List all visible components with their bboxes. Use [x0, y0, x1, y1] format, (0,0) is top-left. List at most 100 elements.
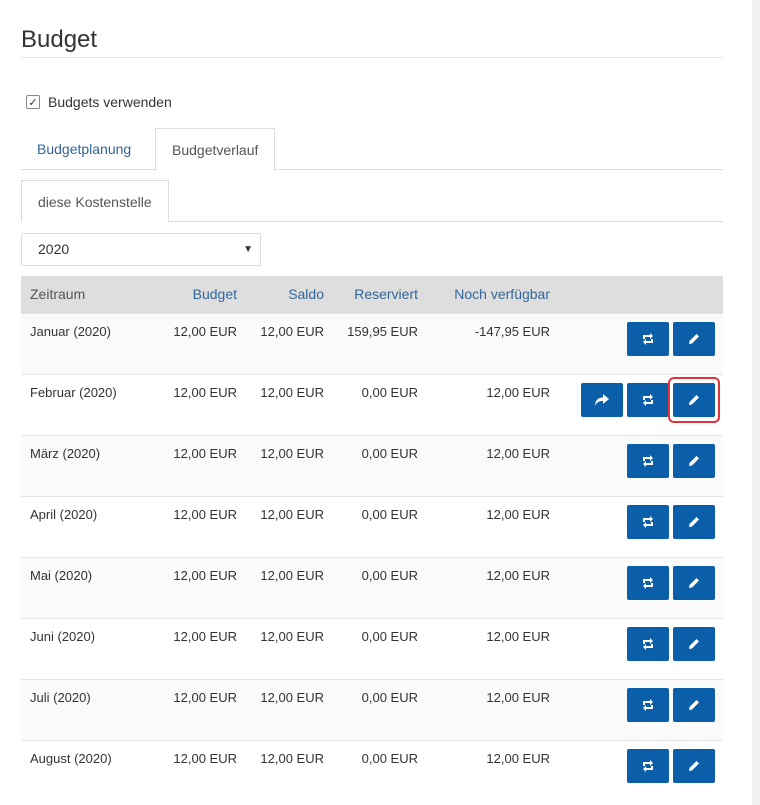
column-header-reserviert[interactable]: Reserviert	[354, 286, 418, 303]
retweet-icon	[641, 576, 655, 589]
reserved-cell: 0,00 EUR	[361, 750, 418, 766]
available-cell: 12,00 EUR	[486, 567, 550, 583]
budget-cell: 12,00 EUR	[173, 506, 237, 522]
row-actions	[550, 740, 723, 801]
reset-button[interactable]	[627, 626, 669, 661]
reserved-cell: 0,00 EUR	[361, 689, 418, 705]
use-budgets-checkbox[interactable]: ✓	[26, 95, 40, 109]
available-cell: 12,00 EUR	[486, 628, 550, 644]
reserved-cell: 0,00 EUR	[361, 445, 418, 461]
table-row: Mai (2020) 12,00 EUR 12,00 EUR 0,00 EUR 12,0…	[21, 557, 723, 618]
reset-button[interactable]	[627, 321, 669, 356]
year-select[interactable]: 2020 ▼	[21, 233, 261, 266]
saldo-cell: 12,00 EUR	[260, 384, 324, 400]
saldo-cell: 12,00 EUR	[260, 567, 324, 583]
edit-button[interactable]	[673, 626, 715, 661]
edit-button[interactable]	[668, 376, 720, 423]
row-actions	[550, 496, 723, 557]
saldo-cell: 12,00 EUR	[260, 750, 324, 766]
available-cell: -147,95 EUR	[474, 323, 550, 339]
page-title: Budget	[21, 0, 723, 58]
pencil-icon	[688, 516, 700, 528]
table-header-row: Zeitraum Budget Saldo Reserviert Noch ve…	[21, 276, 723, 313]
period-cell: August (2020)	[30, 750, 112, 766]
edit-button[interactable]	[673, 748, 715, 783]
row-actions	[550, 679, 723, 740]
available-cell: 12,00 EUR	[486, 689, 550, 705]
row-actions	[550, 374, 723, 435]
reset-button[interactable]	[627, 382, 669, 417]
table-body: Januar (2020) 12,00 EUR 12,00 EUR 159,95 EU…	[21, 313, 723, 801]
saldo-cell: 12,00 EUR	[260, 323, 324, 339]
retweet-icon	[641, 637, 655, 650]
table-row: Juli (2020) 12,00 EUR 12,00 EUR 0,00 EUR 12,…	[21, 679, 723, 740]
pencil-icon	[688, 455, 700, 467]
budget-cell: 12,00 EUR	[173, 384, 237, 400]
retweet-icon	[641, 393, 655, 406]
row-actions	[550, 313, 723, 374]
available-cell: 12,00 EUR	[486, 750, 550, 766]
column-header-budget[interactable]: Budget	[192, 286, 237, 303]
available-cell: 12,00 EUR	[486, 506, 550, 522]
forward-button[interactable]	[581, 382, 623, 417]
budget-cell: 12,00 EUR	[173, 689, 237, 705]
budget-cell: 12,00 EUR	[173, 628, 237, 644]
retweet-icon	[641, 454, 655, 467]
retweet-icon	[641, 515, 655, 528]
pencil-icon	[688, 577, 700, 589]
period-cell: Mai (2020)	[30, 567, 93, 583]
column-header-saldo[interactable]: Saldo	[288, 286, 324, 303]
cost-center-tabs: diese Kostenstelle	[21, 180, 723, 223]
tab-budgetplanung[interactable]: Budgetplanung	[37, 141, 132, 157]
reset-button[interactable]	[627, 504, 669, 539]
reserved-cell: 159,95 EUR	[347, 323, 418, 339]
budget-cell: 12,00 EUR	[173, 445, 237, 461]
reset-button[interactable]	[627, 687, 669, 722]
table-row: August (2020) 12,00 EUR 12,00 EUR 0,00 EUR 1…	[21, 740, 723, 801]
reset-button[interactable]	[627, 565, 669, 600]
tab-diese-kostenstelle[interactable]: diese Kostenstelle	[21, 180, 169, 223]
table-row: Juni (2020) 12,00 EUR 12,00 EUR 0,00 EUR 12,…	[21, 618, 723, 679]
pencil-icon	[688, 394, 700, 406]
row-actions	[550, 557, 723, 618]
reset-button[interactable]	[627, 443, 669, 478]
retweet-icon	[641, 332, 655, 345]
saldo-cell: 12,00 EUR	[260, 445, 324, 461]
budget-panel: Budget ✓ Budgets verwenden Budgetplanung…	[21, 0, 723, 801]
caret-down-icon: ▼	[243, 244, 253, 255]
budget-cell: 12,00 EUR	[173, 323, 237, 339]
column-header-noch-verfuegbar[interactable]: Noch verfügbar	[454, 286, 550, 303]
table-row: März (2020) 12,00 EUR 12,00 EUR 0,00 EUR 12,…	[21, 435, 723, 496]
saldo-cell: 12,00 EUR	[260, 628, 324, 644]
pencil-icon	[688, 760, 700, 772]
budget-cell: 12,00 EUR	[173, 750, 237, 766]
tab-budgetverlauf[interactable]: Budgetverlauf	[155, 128, 276, 171]
use-budgets-option[interactable]: ✓ Budgets verwenden	[26, 94, 172, 110]
page-scrollbar[interactable]	[752, 0, 760, 805]
period-cell: Juli (2020)	[30, 689, 91, 705]
reserved-cell: 0,00 EUR	[361, 628, 418, 644]
period-cell: Januar (2020)	[30, 323, 111, 339]
available-cell: 12,00 EUR	[486, 384, 550, 400]
year-select-value: 2020	[38, 241, 70, 257]
reset-button[interactable]	[627, 748, 669, 783]
period-cell: April (2020)	[30, 506, 98, 522]
table-row: Januar (2020) 12,00 EUR 12,00 EUR 159,95 EU…	[21, 313, 723, 374]
edit-button[interactable]	[673, 443, 715, 478]
edit-button[interactable]	[673, 504, 715, 539]
edit-button[interactable]	[673, 687, 715, 722]
pencil-icon	[688, 333, 700, 345]
share-forward-icon	[595, 393, 609, 406]
period-cell: März (2020)	[30, 445, 101, 461]
budget-history-table: Zeitraum Budget Saldo Reserviert Noch ve…	[21, 276, 723, 801]
reserved-cell: 0,00 EUR	[361, 384, 418, 400]
period-cell: Juni (2020)	[30, 628, 96, 644]
edit-button[interactable]	[673, 565, 715, 600]
table-row: Februar (2020) 12,00 EUR 12,00 EUR 0,00 EUR…	[21, 374, 723, 435]
row-actions	[550, 435, 723, 496]
pencil-icon	[688, 638, 700, 650]
edit-button[interactable]	[673, 321, 715, 356]
column-header-zeitraum[interactable]: Zeitraum	[30, 286, 86, 303]
table-row: April (2020) 12,00 EUR 12,00 EUR 0,00 EUR 12…	[21, 496, 723, 557]
budget-cell: 12,00 EUR	[173, 567, 237, 583]
